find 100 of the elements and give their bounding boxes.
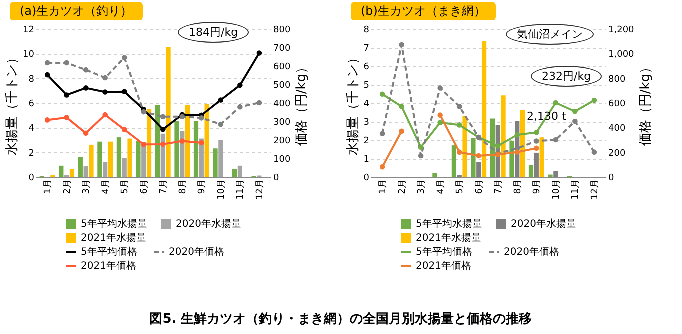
- point: [256, 50, 262, 56]
- x-tick-label: 2月: [398, 180, 408, 194]
- legend-label: 5年平均水揚量: [416, 218, 482, 230]
- bar: [122, 158, 127, 177]
- y-tick-label: 6: [364, 62, 370, 72]
- x-tick-label: 4月: [101, 180, 112, 194]
- bar: [98, 142, 102, 177]
- y-tick-label: 2: [28, 148, 34, 159]
- point: [534, 130, 540, 136]
- point: [534, 138, 540, 144]
- point: [180, 138, 186, 144]
- point: [514, 132, 520, 138]
- x-tick-label: 12月: [255, 180, 266, 200]
- point: [238, 82, 243, 88]
- x-tick-label: 3月: [82, 180, 92, 194]
- x-tick-label: 3月: [417, 180, 428, 194]
- point: [514, 150, 520, 155]
- point: [592, 150, 598, 155]
- point: [122, 127, 128, 132]
- bar: [174, 122, 180, 177]
- point: [64, 92, 70, 98]
- bar: [146, 109, 152, 177]
- x-tick-label: 1月: [44, 180, 54, 194]
- y-tick-label: 6: [28, 100, 35, 110]
- bar: [70, 168, 75, 177]
- legend-label: 5年平均価格: [416, 246, 472, 258]
- bar: [540, 138, 544, 177]
- y2-tick-label: 1,000: [608, 50, 635, 60]
- point: [218, 122, 224, 128]
- point: [456, 122, 462, 128]
- annotation: 気仙沼メイン: [506, 24, 594, 45]
- chart-title: (b)生カツオ（まき網）: [351, 2, 496, 21]
- bar: [59, 166, 64, 177]
- point: [44, 60, 50, 66]
- legend-label: 2020年水揚量: [511, 218, 576, 230]
- point: [572, 118, 578, 124]
- y2-axis-title: 価格（円/kg）: [294, 60, 310, 146]
- y2-axis-title: 価格（円/kg）: [638, 60, 654, 146]
- point: [83, 130, 89, 136]
- point: [44, 118, 50, 123]
- bar: [501, 96, 506, 177]
- bar: [528, 164, 534, 177]
- x-tick-label: 7月: [159, 180, 170, 194]
- bar: [238, 166, 242, 177]
- legend-label: 5年平均水揚量: [81, 218, 148, 230]
- legend-label: 2020年価格: [504, 246, 560, 258]
- y2-tick-label: 600: [274, 62, 291, 72]
- x-tick-label: 5月: [120, 180, 131, 194]
- bar: [128, 138, 132, 177]
- point: [160, 114, 166, 120]
- point: [122, 55, 128, 60]
- bar: [103, 162, 108, 177]
- bar: [166, 48, 171, 177]
- point: [141, 142, 147, 148]
- chart-title: (a)生カツオ（釣り）: [10, 2, 143, 21]
- y-tick-label: 12: [23, 26, 34, 36]
- x-tick-label: 1月: [378, 180, 389, 194]
- point: [456, 150, 462, 155]
- annotation: 232円/kg: [531, 66, 602, 87]
- x-tick-label: 5月: [456, 180, 466, 194]
- caption: 図5. 生鮮カツオ（釣り・まき網）の全国月別水揚量と価格の推移: [148, 311, 534, 328]
- point: [380, 131, 386, 136]
- point: [495, 144, 501, 149]
- point: [438, 86, 443, 91]
- y2-tick-label: 700: [274, 44, 291, 54]
- point: [218, 98, 224, 103]
- bar: [432, 173, 438, 177]
- y-tick-label: 2: [364, 136, 370, 146]
- x-tick-label: 4月: [436, 180, 446, 194]
- y-tick-label: 1: [364, 155, 370, 165]
- point: [456, 104, 462, 110]
- point: [534, 146, 540, 152]
- x-tick-label: 6月: [474, 180, 485, 194]
- point: [160, 142, 166, 148]
- x-tick-label: 12月: [590, 180, 600, 200]
- point: [553, 137, 559, 143]
- y-tick-label: 8: [28, 74, 35, 85]
- point: [256, 100, 262, 106]
- y2-tick-label: 0: [608, 174, 614, 184]
- point: [102, 75, 108, 81]
- x-tick-label: 10月: [216, 180, 227, 200]
- point: [83, 67, 89, 73]
- y2-tick-label: 600: [608, 100, 626, 110]
- point: [399, 42, 404, 48]
- legend-label: 2020年価格: [169, 246, 224, 258]
- bar: [84, 166, 88, 177]
- y2-tick-label: 200: [608, 148, 626, 159]
- legend-label: 2020年水揚量: [176, 218, 242, 230]
- x-tick-label: 11月: [571, 180, 582, 200]
- legend-label: 5年平均価格: [81, 246, 138, 258]
- x-tick-label: 8月: [513, 180, 524, 194]
- point: [238, 104, 243, 110]
- y-tick-label: 5: [364, 81, 370, 91]
- bar: [452, 146, 456, 177]
- legend-label: 2021年価格: [416, 260, 472, 272]
- point: [380, 164, 386, 170]
- point: [572, 108, 578, 114]
- bar: [186, 105, 190, 177]
- x-tick-label: 6月: [140, 180, 150, 194]
- bar: [89, 144, 94, 177]
